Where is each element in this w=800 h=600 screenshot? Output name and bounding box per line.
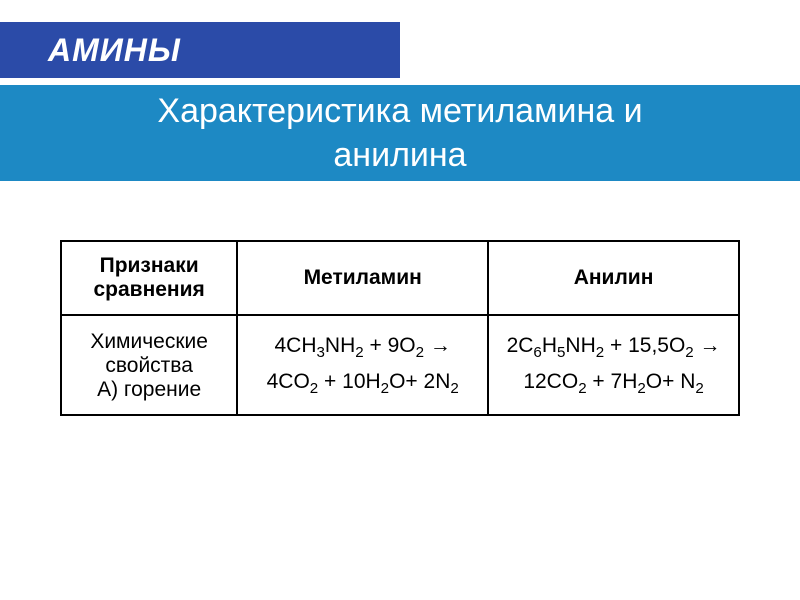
cell-properties: Химические свойства А) горение [61,315,237,415]
table-header-row: Признаки сравнения Метиламин Анилин [61,241,739,315]
topic-bar: АМИНЫ [0,22,400,78]
header-col1: Признаки сравнения [61,241,237,315]
subtitle-text: Характеристика метиламина и анилина [157,89,642,177]
table-data-row: Химические свойства А) горение 4CH3NH2 +… [61,315,739,415]
header-col2: Метиламин [237,241,488,315]
header-col3: Анилин [488,241,739,315]
subtitle-line2: анилина [333,136,466,174]
cell-aniline: 2C6H5NH2 + 15,5O2 → 12CO2 + 7H2O+ N2 [488,315,739,415]
comparison-table: Признаки сравнения Метиламин Анилин Хими… [60,240,740,416]
props-line2: А) горение [97,378,201,401]
subtitle-bar: Характеристика метиламина и анилина [0,85,800,181]
topic-title: АМИНЫ [48,32,181,69]
props-line1: Химические свойства [90,330,208,377]
subtitle-line1: Характеристика метиламина и [157,92,642,130]
cell-methylamine: 4CH3NH2 + 9O2 → 4CO2 + 10H2O+ 2N2 [237,315,488,415]
comparison-table-wrap: Признаки сравнения Метиламин Анилин Хими… [60,240,740,416]
